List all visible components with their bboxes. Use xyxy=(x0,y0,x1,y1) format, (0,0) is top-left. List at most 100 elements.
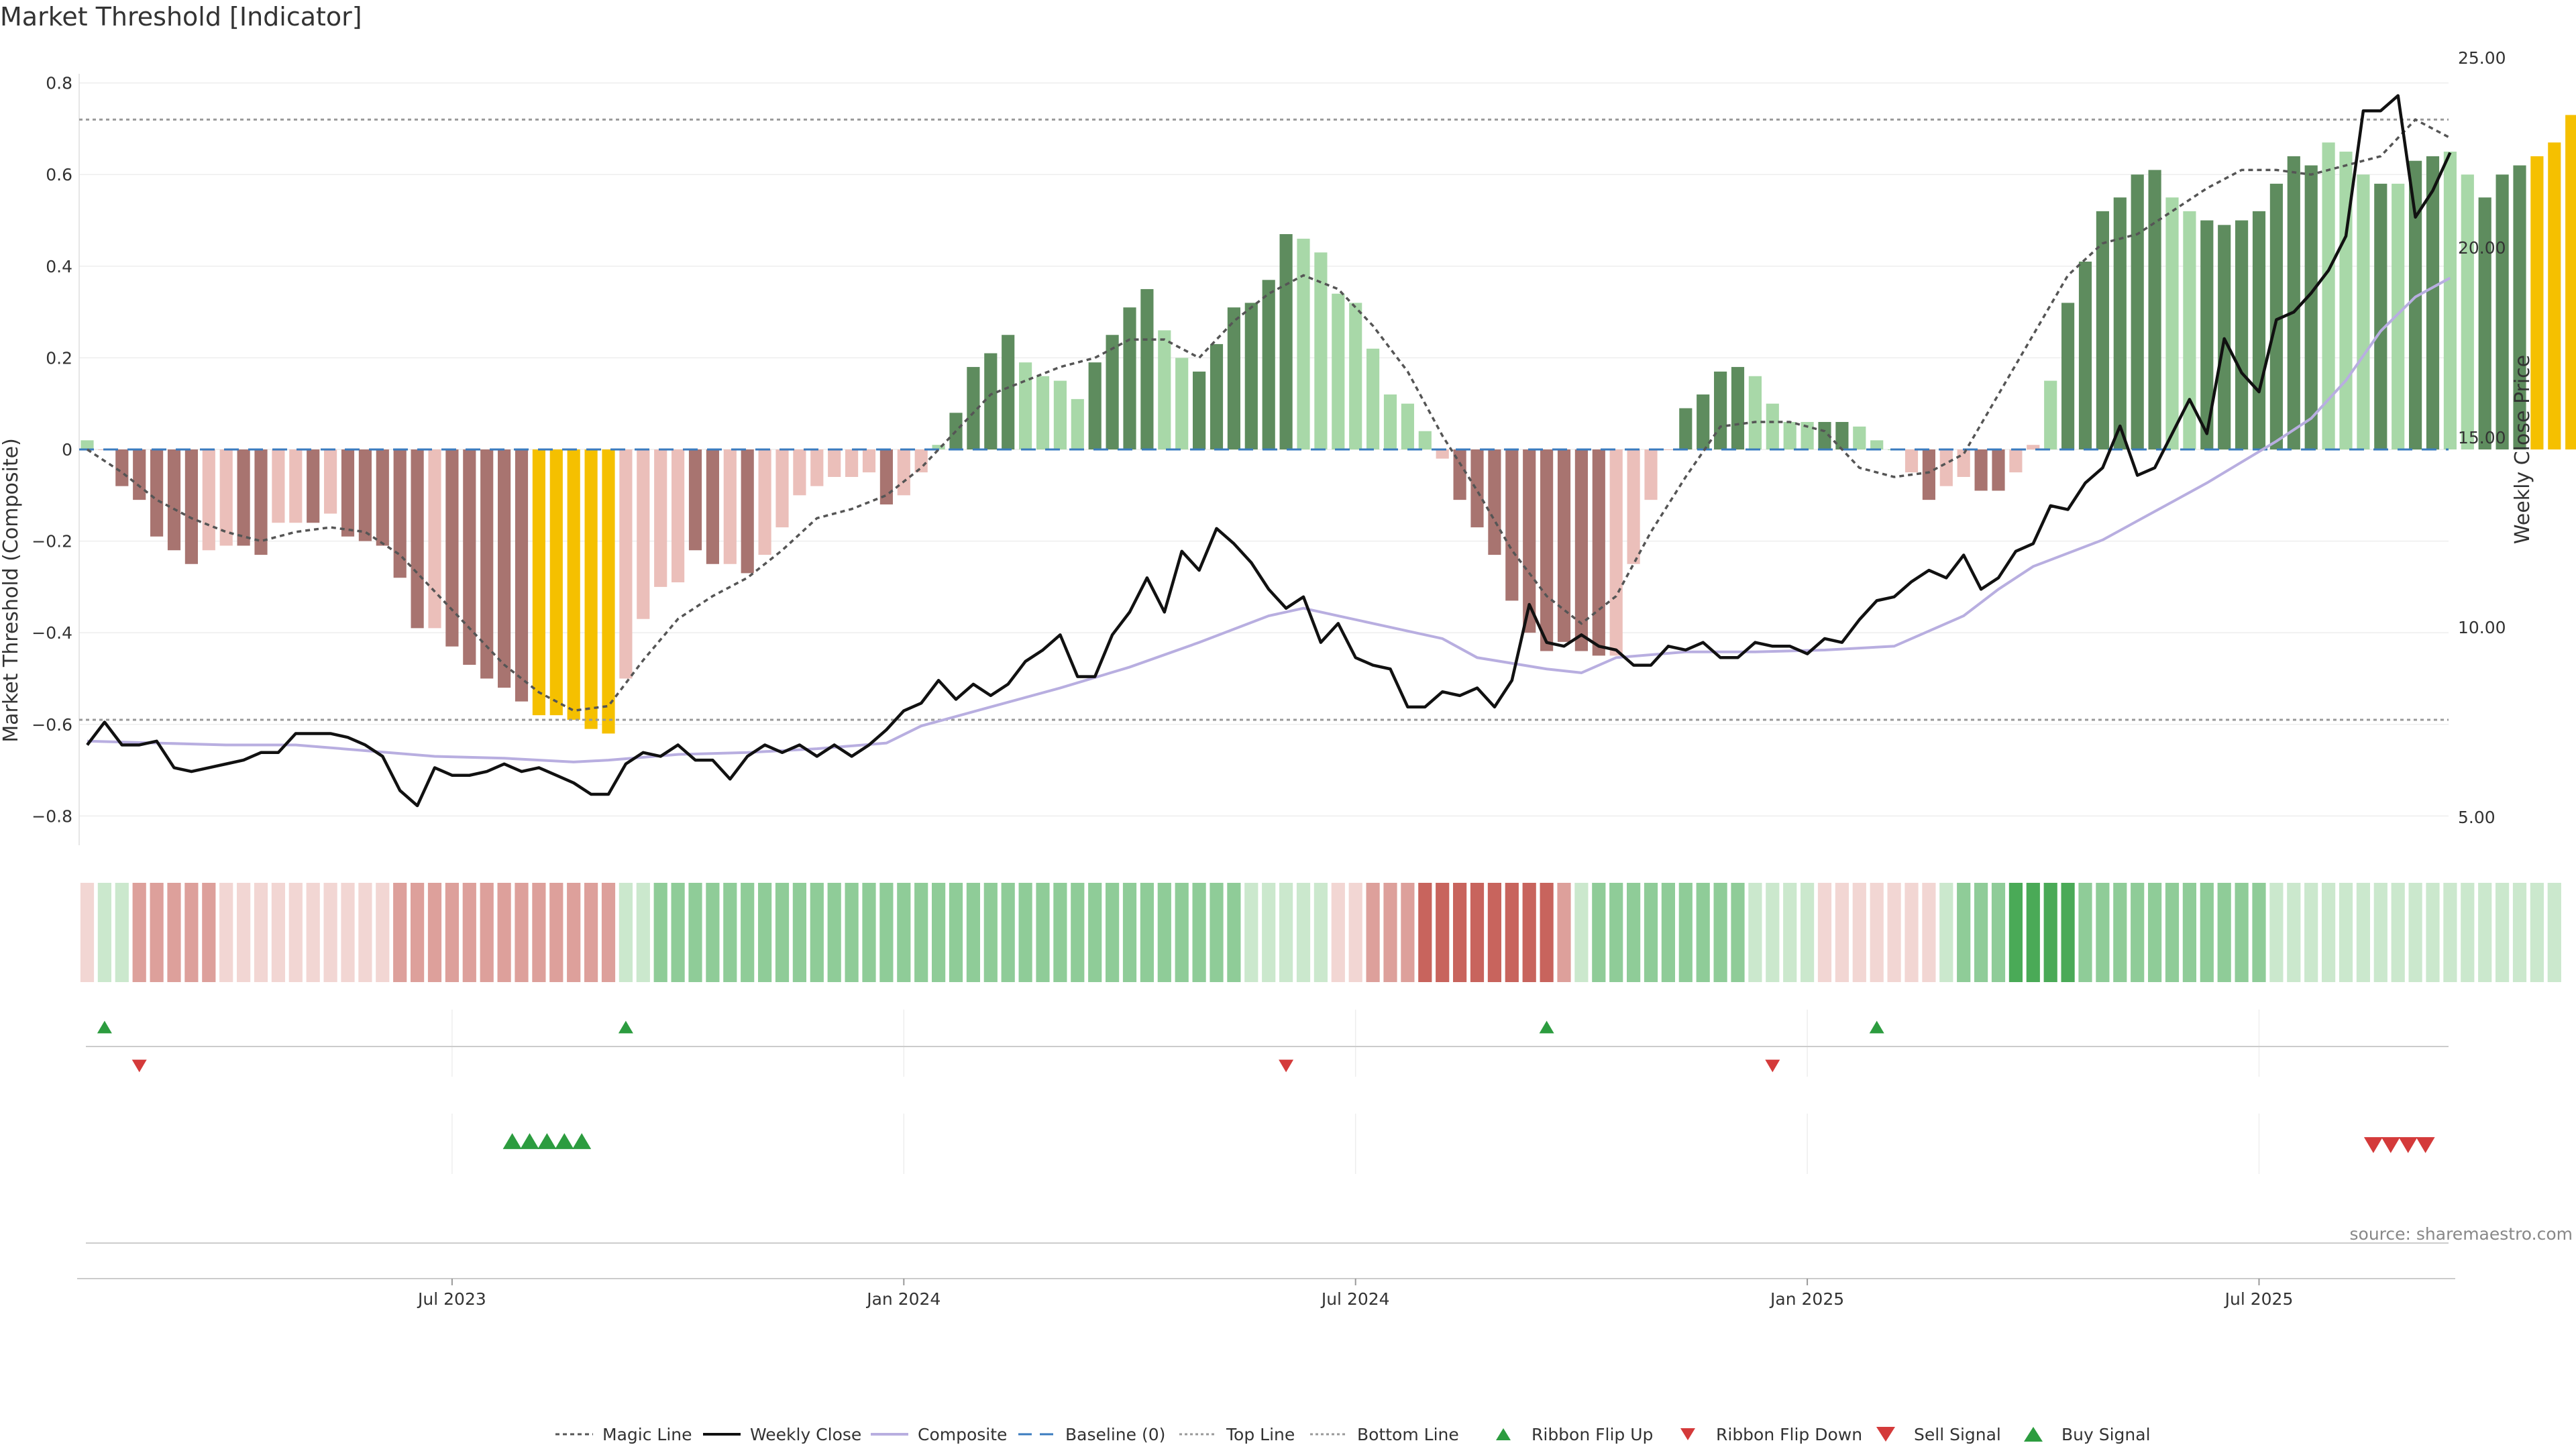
ribbon-cell xyxy=(2547,883,2561,982)
ribbon-cell xyxy=(150,883,164,982)
ribbon-cell xyxy=(1505,883,1519,982)
y2-axis-label: Weekly Close Price xyxy=(2511,355,2534,544)
ribbon-cell xyxy=(983,883,998,982)
y-axis-right: 25.00 20.00 15.00 10.00 5.00 xyxy=(2458,48,2506,827)
sell-signal-marker xyxy=(2416,1137,2435,1153)
ribbon-cell xyxy=(1609,883,1623,982)
ribbon-cell xyxy=(2304,883,2318,982)
ribbon-flip-up-marker xyxy=(1539,1020,1554,1034)
composite-bar xyxy=(1731,367,1745,449)
ribbon-cell xyxy=(202,883,216,982)
composite-bar xyxy=(741,449,754,574)
composite-bar xyxy=(2078,261,2092,449)
composite-bar xyxy=(1279,233,1293,449)
ribbon-cell xyxy=(1592,883,1606,982)
composite-bar xyxy=(879,449,893,504)
composite-line xyxy=(87,276,2451,763)
composite-bar xyxy=(1523,449,1536,633)
composite-bar xyxy=(498,449,511,688)
composite-bar xyxy=(1627,449,1640,564)
buy-signal-marker xyxy=(537,1133,557,1149)
composite-bar xyxy=(723,449,737,564)
buy-signal-marker xyxy=(520,1133,539,1149)
composite-bar xyxy=(1106,335,1119,449)
composite-bar xyxy=(307,449,320,523)
composite-bar xyxy=(1540,449,1554,651)
ribbon-cell xyxy=(2495,883,2510,982)
composite-bar xyxy=(1957,449,1970,477)
composite-bar xyxy=(1383,394,1397,449)
composite-bar xyxy=(272,449,285,523)
ribbon-cell xyxy=(2339,883,2353,982)
ribbon-cell xyxy=(949,883,963,982)
composite-bar xyxy=(2322,142,2335,449)
composite-bar xyxy=(2443,152,2457,450)
ribbon-cell xyxy=(2078,883,2092,982)
magic-line xyxy=(87,118,2451,712)
ribbon-cell xyxy=(115,883,129,982)
ribbon-flip-down-marker xyxy=(1279,1059,1294,1073)
ribbon-cell xyxy=(393,883,407,982)
composite-bar xyxy=(932,445,945,449)
ribbon-cell xyxy=(1001,883,1015,982)
composite-bar xyxy=(1974,449,1988,491)
composite-bar xyxy=(2235,220,2249,449)
composite-bar xyxy=(637,449,650,619)
ribbon-flip-up-marker xyxy=(97,1020,112,1034)
ribbon-cell xyxy=(288,883,303,982)
ribbon-cell xyxy=(1088,883,1102,982)
ribbon-cell xyxy=(757,883,772,982)
composite-bar xyxy=(376,449,389,546)
ribbon-cell xyxy=(1018,883,1032,982)
composite-bar xyxy=(2548,142,2561,449)
legend-label: Ribbon Flip Up xyxy=(1532,1425,1653,1444)
composite-bar xyxy=(167,449,181,551)
composite-bar xyxy=(1853,426,1866,449)
y2-tick-label: 25.00 xyxy=(2458,48,2506,68)
composite-bar xyxy=(1644,449,1658,500)
composite-bar xyxy=(1748,376,1762,449)
composite-bar xyxy=(1453,449,1466,500)
composite-bar xyxy=(80,440,94,449)
ribbon-cell xyxy=(827,883,841,982)
composite-bar xyxy=(1783,422,1796,449)
ribbon-cell xyxy=(706,883,720,982)
ribbon-cell xyxy=(254,883,268,982)
sell-signal-marker xyxy=(2398,1137,2418,1153)
ribbon-cell xyxy=(1452,883,1467,982)
composite-bar xyxy=(828,449,841,477)
ribbon-cell xyxy=(914,883,928,982)
ribbon-cell xyxy=(427,883,442,982)
composite-bar xyxy=(358,449,372,541)
ribbon-cell xyxy=(1487,883,1502,982)
composite-bar xyxy=(1140,288,1154,449)
composite-bar xyxy=(515,449,529,702)
x-axis: Jul 2023 Jan 2024 Jul 2024 Jan 2025 Jul 2025 xyxy=(77,1278,2455,1309)
y2-tick-label: 10.00 xyxy=(2458,618,2506,637)
ribbon-panel xyxy=(80,883,2561,982)
ribbon-cell xyxy=(1210,883,1224,982)
ribbon-cell xyxy=(966,883,981,982)
composite-bar xyxy=(1019,362,1032,449)
composite-bar xyxy=(393,449,407,578)
ribbon-cell xyxy=(236,883,251,982)
ribbon-cell xyxy=(1140,883,1155,982)
composite-bar xyxy=(411,449,424,629)
ribbon-cell xyxy=(497,883,511,982)
ribbon-cell xyxy=(1522,883,1536,982)
ribbon-cell xyxy=(1626,883,1641,982)
ribbon-cell xyxy=(480,883,494,982)
y-tick-label: 0.6 xyxy=(46,165,72,184)
composite-bar xyxy=(1818,422,1831,449)
ribbon-cell xyxy=(271,883,286,982)
ribbon-cell xyxy=(688,883,702,982)
ribbon-cell xyxy=(1644,883,1658,982)
ribbon-cell xyxy=(376,883,390,982)
composite-bar xyxy=(1297,238,1310,449)
composite-bar xyxy=(2131,174,2144,449)
ribbon-cell xyxy=(2165,883,2180,982)
composite-bar xyxy=(2478,197,2491,449)
composite-bar xyxy=(2565,115,2576,449)
ribbon-cell xyxy=(2252,883,2266,982)
ribbon-cell xyxy=(1557,883,1571,982)
